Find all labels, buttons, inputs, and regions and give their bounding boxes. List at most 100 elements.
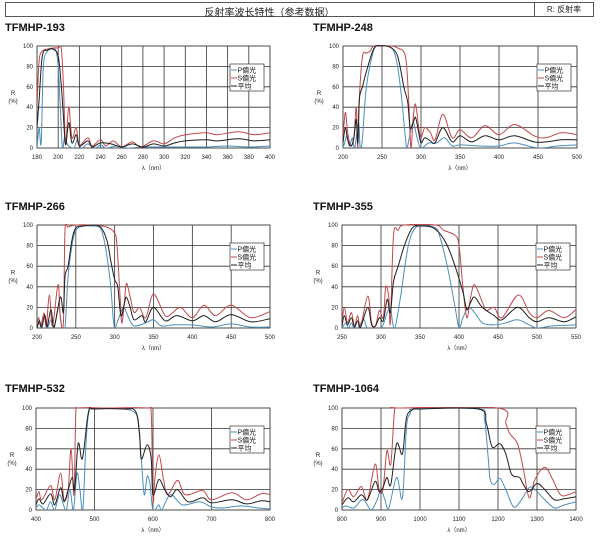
y-tick-label: 0: [30, 146, 34, 152]
series-line-p: [37, 225, 270, 328]
x-tick-label: 340: [201, 155, 212, 161]
y-tick-label: 100: [329, 44, 340, 50]
legend-label: 平均: [544, 261, 558, 270]
y-tick-label: 60: [332, 85, 339, 91]
x-tick-label: 1300: [530, 517, 544, 523]
legend-label: P偏光: [238, 428, 257, 437]
y-tick-label: 40: [332, 105, 339, 111]
legend-label: S偏光: [544, 436, 563, 445]
x-tick-label: 200: [338, 155, 349, 161]
x-tick-label: 250: [71, 335, 82, 341]
x-tick-label: 500: [572, 155, 583, 161]
y-tick-label: 0: [29, 508, 33, 514]
chart-title: TFMHP-193: [5, 22, 65, 34]
x-tick-label: 400: [494, 155, 505, 161]
x-tick-label: 700: [206, 517, 217, 523]
legend-label: P偏光: [238, 66, 257, 75]
y-axis-unit: (%): [8, 99, 17, 105]
x-tick-label: 300: [110, 335, 121, 341]
chart-title: TFMHP-266: [5, 201, 65, 213]
x-axis-label: λ（nm）: [447, 345, 470, 352]
x-axis-label: λ（nm）: [141, 527, 164, 534]
x-tick-label: 280: [138, 155, 149, 161]
chart-3: TFMHP-355 0 20 40 60 80 100 250 300 350 400 450 500 5…: [313, 201, 582, 352]
x-tick-label: 400: [265, 155, 276, 161]
page-title: 反射率波长特性（参考数据）: [204, 8, 335, 19]
chart-1: TFMHP-248 0 20 40 60 80 100 200 250 300 350 400 450 5…: [313, 22, 583, 172]
y-axis-unit: (%): [314, 99, 323, 105]
x-axis-label: λ（nm）: [447, 527, 470, 534]
x-tick-label: 800: [337, 517, 348, 523]
x-tick-label: 600: [148, 517, 159, 523]
x-tick-label: 300: [376, 335, 387, 341]
legend-label: S偏光: [544, 253, 563, 262]
y-tick-label: 20: [331, 488, 338, 494]
plot-frame: [342, 45, 578, 149]
x-tick-label: 300: [159, 155, 170, 161]
y-tick-label: 40: [25, 467, 32, 473]
legend-label: 平均: [238, 444, 252, 453]
x-tick-label: 450: [493, 335, 504, 341]
chart-4: TFMHP-532 0 20 40 60 80 100 400 500 600 700 800 R (%)…: [5, 383, 276, 534]
legend-label: S偏光: [238, 436, 257, 445]
y-axis-unit: (%): [313, 461, 322, 467]
chart-5: TFMHP-1064 0 20 40 60 80 100 800 900 1000 1100 1200…: [313, 383, 583, 534]
legend-label: 平均: [544, 444, 558, 453]
x-tick-label: 1100: [453, 517, 467, 523]
x-tick-label: 250: [377, 155, 388, 161]
y-tick-label: 20: [25, 488, 32, 494]
x-tick-label: 220: [74, 155, 85, 161]
y-tick-label: 60: [25, 447, 32, 453]
series-line-avg: [342, 225, 576, 328]
y-axis-label: R: [316, 453, 321, 459]
y-tick-label: 0: [30, 326, 34, 332]
chart-title: TFMHP-248: [313, 22, 373, 34]
y-tick-label: 80: [26, 244, 33, 250]
x-axis-label: λ（nm）: [142, 165, 165, 172]
y-tick-label: 60: [26, 264, 33, 270]
x-tick-label: 350: [455, 155, 466, 161]
y-tick-label: 100: [23, 223, 34, 229]
x-tick-label: 400: [31, 517, 42, 523]
y-tick-label: 80: [26, 64, 33, 70]
series-line-avg: [343, 45, 577, 147]
y-axis-unit: (%): [313, 279, 322, 285]
series-line-avg: [342, 407, 576, 506]
x-tick-label: 250: [337, 335, 348, 341]
x-tick-label: 450: [226, 335, 237, 341]
x-tick-label: 400: [187, 335, 198, 341]
y-tick-label: 0: [335, 326, 339, 332]
series-line-s: [342, 224, 576, 328]
y-tick-label: 20: [332, 126, 339, 132]
x-tick-label: 500: [265, 335, 276, 341]
x-tick-label: 320: [180, 155, 191, 161]
y-tick-label: 0: [335, 508, 339, 514]
y-tick-label: 0: [336, 146, 340, 152]
x-tick-label: 350: [148, 335, 159, 341]
x-tick-label: 1200: [491, 517, 505, 523]
y-axis-label: R: [11, 91, 16, 97]
y-axis-label: R: [10, 453, 15, 459]
x-tick-label: 350: [415, 335, 426, 341]
legend-label: 平均: [238, 261, 252, 270]
series-line-avg: [37, 48, 270, 148]
y-tick-label: 100: [22, 406, 33, 412]
x-axis-label: λ（nm）: [142, 345, 165, 352]
legend-label: P偏光: [545, 66, 564, 75]
x-tick-label: 300: [416, 155, 427, 161]
legend-label: P偏光: [544, 428, 563, 437]
x-tick-label: 900: [376, 517, 387, 523]
x-tick-label: 500: [532, 335, 543, 341]
y-tick-label: 100: [328, 406, 339, 412]
legend-note: R: 反射率: [534, 3, 593, 16]
y-tick-label: 80: [332, 64, 339, 70]
x-tick-label: 400: [454, 335, 465, 341]
series-line-s: [37, 224, 270, 328]
chart-title: TFMHP-1064: [313, 383, 380, 395]
y-tick-label: 40: [331, 285, 338, 291]
y-axis-label: R: [316, 271, 321, 277]
